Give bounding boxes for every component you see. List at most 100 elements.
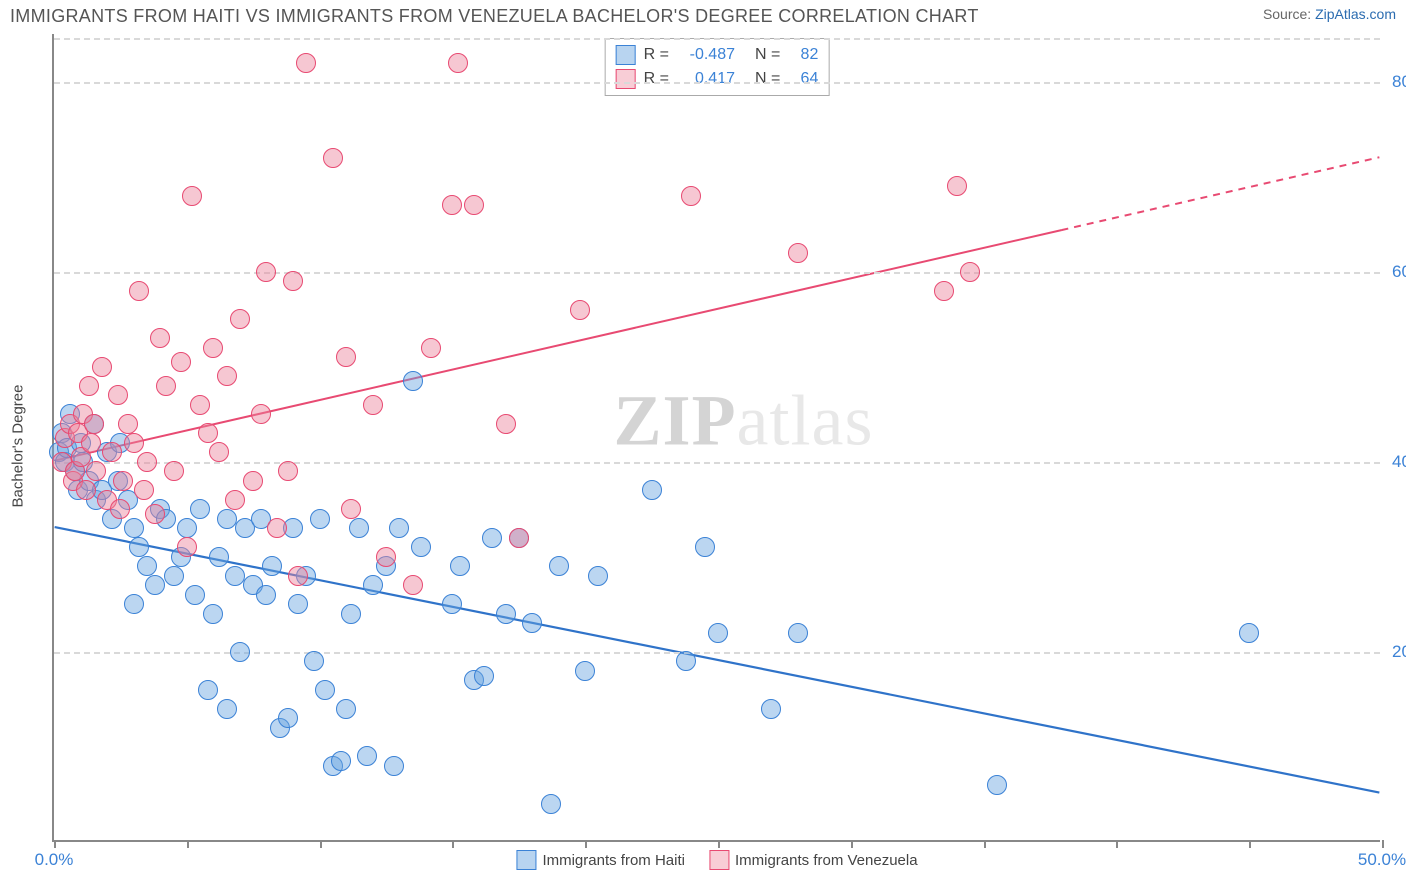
scatter-point <box>190 395 210 415</box>
scatter-point <box>137 556 157 576</box>
scatter-point <box>209 442 229 462</box>
scatter-point <box>278 461 298 481</box>
legend-series-label: Immigrants from Haiti <box>542 852 685 869</box>
scatter-point <box>947 176 967 196</box>
scatter-point <box>288 566 308 586</box>
scatter-point <box>262 556 282 576</box>
scatter-point <box>788 243 808 263</box>
y-tick-label: 80.0% <box>1384 72 1406 92</box>
scatter-point <box>549 556 569 576</box>
scatter-point <box>217 699 237 719</box>
legend-n-label: N = <box>755 70 780 88</box>
legend-n-value: 82 <box>788 46 818 64</box>
scatter-point <box>363 575 383 595</box>
x-tick <box>718 840 720 848</box>
scatter-point <box>509 528 529 548</box>
regression-lines <box>54 34 1380 840</box>
x-tick <box>984 840 986 848</box>
legend-r-label: R = <box>644 46 669 64</box>
scatter-point <box>987 775 1007 795</box>
scatter-point <box>84 414 104 434</box>
source-link[interactable]: ZipAtlas.com <box>1315 6 1396 22</box>
scatter-point <box>124 518 144 538</box>
legend-swatch <box>709 850 729 870</box>
scatter-point <box>225 490 245 510</box>
scatter-point <box>145 504 165 524</box>
scatter-point <box>474 666 494 686</box>
x-tick <box>1382 840 1384 848</box>
scatter-point <box>541 794 561 814</box>
scatter-point <box>788 623 808 643</box>
legend-series: Immigrants from Haiti Immigrants from Ven… <box>516 850 917 870</box>
scatter-point <box>198 680 218 700</box>
scatter-point <box>421 338 441 358</box>
scatter-point <box>137 452 157 472</box>
scatter-point <box>288 594 308 614</box>
scatter-point <box>230 642 250 662</box>
scatter-point <box>225 566 245 586</box>
scatter-point <box>681 186 701 206</box>
scatter-point <box>185 585 205 605</box>
scatter-point <box>304 651 324 671</box>
scatter-point <box>389 518 409 538</box>
scatter-point <box>676 651 696 671</box>
scatter-point <box>575 661 595 681</box>
scatter-point <box>209 547 229 567</box>
legend-correlation-row: R =-0.487N =82 <box>616 43 819 67</box>
scatter-point <box>761 699 781 719</box>
scatter-point <box>129 281 149 301</box>
x-tick <box>320 840 322 848</box>
scatter-point <box>217 366 237 386</box>
y-tick-label: 60.0% <box>1384 262 1406 282</box>
scatter-point <box>570 300 590 320</box>
scatter-point <box>331 751 351 771</box>
scatter-point <box>203 338 223 358</box>
scatter-point <box>708 623 728 643</box>
scatter-point <box>522 613 542 633</box>
scatter-point <box>349 518 369 538</box>
scatter-point <box>86 461 106 481</box>
scatter-point <box>403 575 423 595</box>
scatter-point <box>81 433 101 453</box>
scatter-point <box>336 347 356 367</box>
y-axis-label: Bachelor's Degree <box>10 385 27 508</box>
scatter-point <box>243 471 263 491</box>
scatter-point <box>124 594 144 614</box>
x-tick <box>54 840 56 848</box>
scatter-point <box>363 395 383 415</box>
scatter-point <box>256 262 276 282</box>
gridline-h <box>54 82 1380 84</box>
legend-series-label: Immigrants from Venezuela <box>735 852 918 869</box>
watermark: ZIPatlas <box>614 379 874 462</box>
scatter-point <box>118 414 138 434</box>
scatter-point <box>310 509 330 529</box>
scatter-point <box>134 480 154 500</box>
x-tick <box>851 840 853 848</box>
scatter-point <box>278 708 298 728</box>
scatter-point <box>124 433 144 453</box>
source: Source: ZipAtlas.com <box>1263 6 1396 22</box>
scatter-point <box>960 262 980 282</box>
scatter-point <box>403 371 423 391</box>
scatter-point <box>164 461 184 481</box>
legend-series-item: Immigrants from Venezuela <box>709 850 918 870</box>
scatter-point <box>177 537 197 557</box>
scatter-point <box>76 480 96 500</box>
scatter-point <box>934 281 954 301</box>
scatter-point <box>177 518 197 538</box>
scatter-point <box>164 566 184 586</box>
scatter-point <box>482 528 502 548</box>
scatter-point <box>442 594 462 614</box>
legend-swatch <box>616 69 636 89</box>
scatter-point <box>110 499 130 519</box>
scatter-point <box>171 352 191 372</box>
legend-correlation: R =-0.487N =82R =0.417N =64 <box>605 38 830 96</box>
gridline-h <box>54 462 1380 464</box>
x-tick-label: 50.0% <box>1358 850 1406 870</box>
scatter-point <box>182 186 202 206</box>
scatter-point <box>296 53 316 73</box>
scatter-point <box>448 53 468 73</box>
scatter-point <box>92 357 112 377</box>
scatter-point <box>450 556 470 576</box>
scatter-point <box>203 604 223 624</box>
